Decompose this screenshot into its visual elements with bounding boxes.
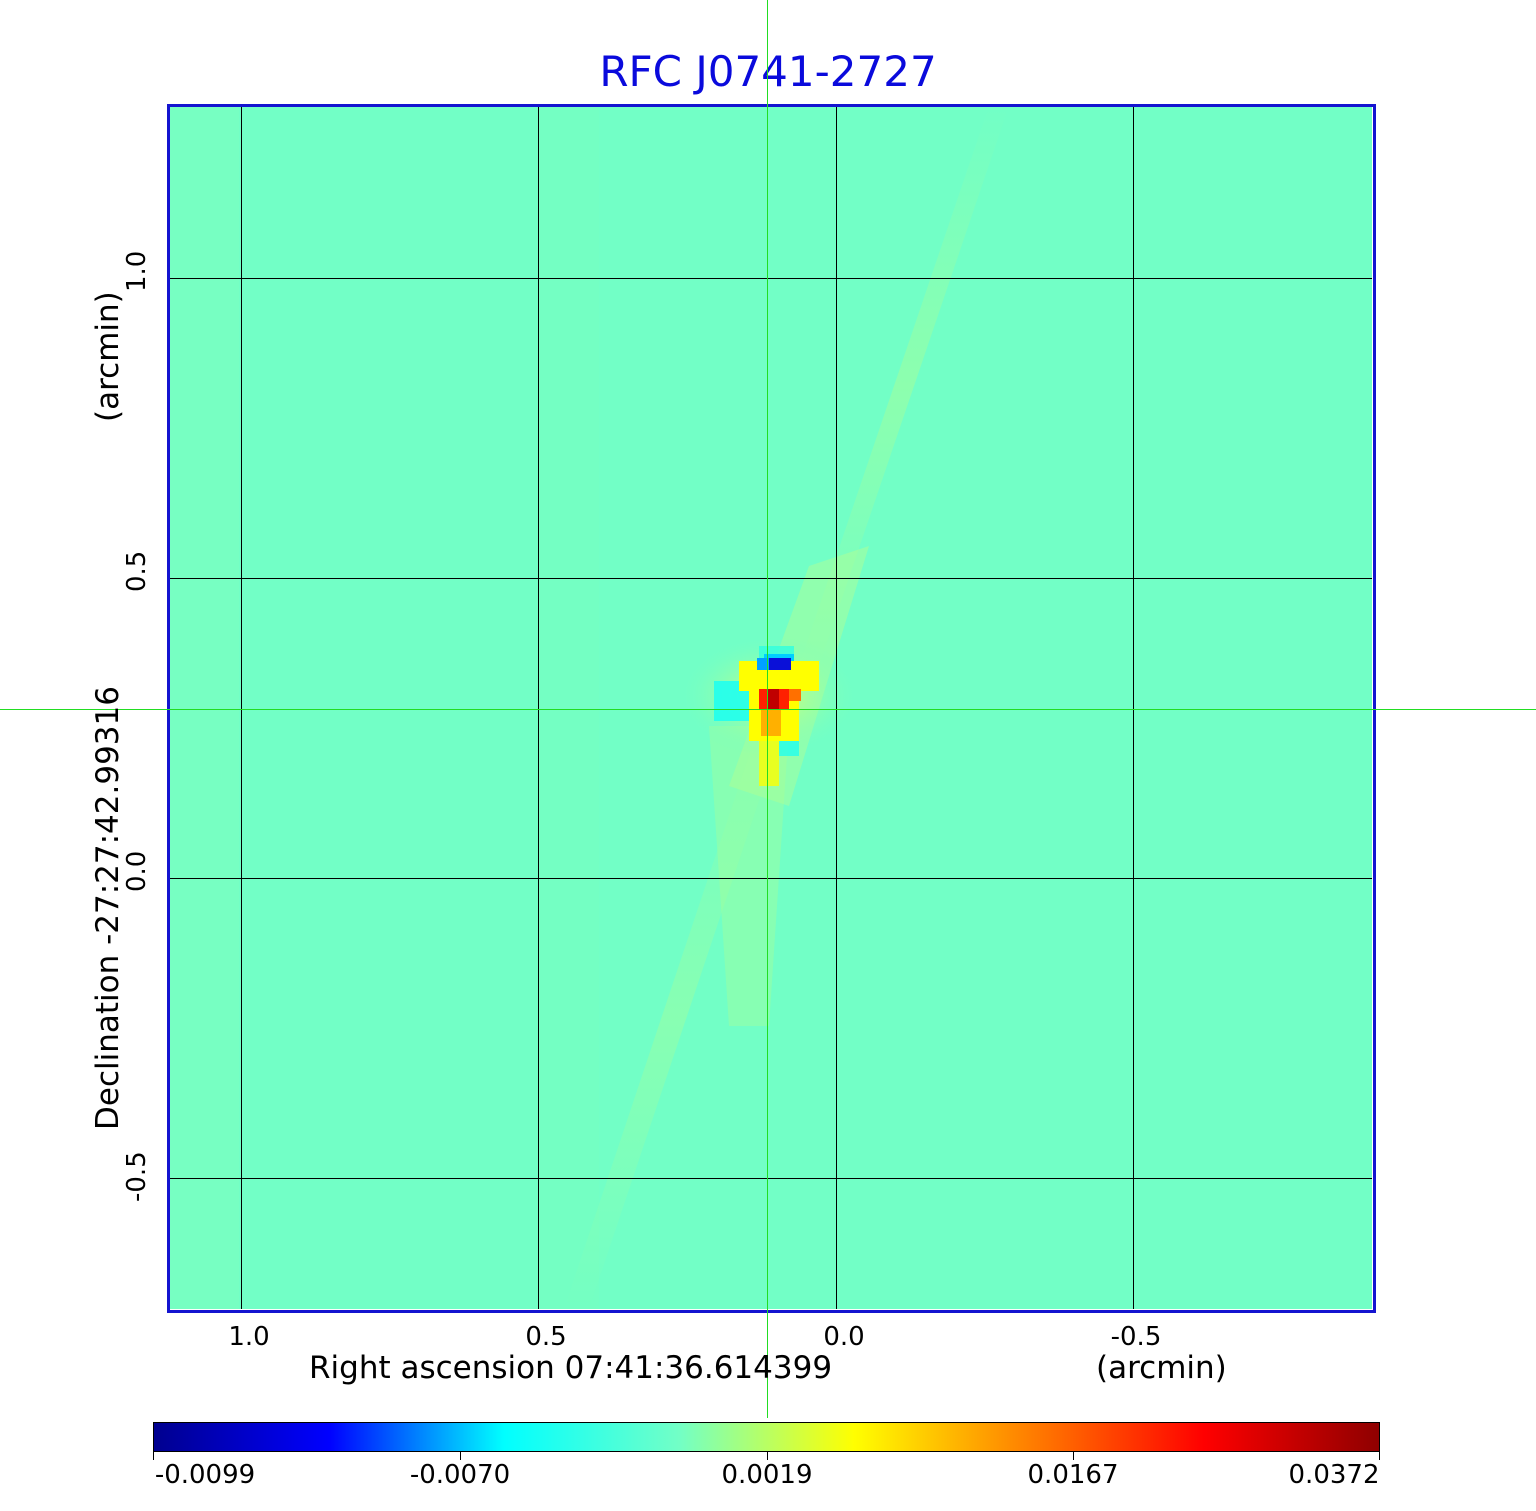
x-tick-label: 1.0 xyxy=(228,1322,270,1352)
y-tick-label: 0.0 xyxy=(122,850,152,892)
x-tick-label: 0.5 xyxy=(525,1322,567,1352)
grid-line-x-0p0 xyxy=(836,106,837,1309)
sidelobe-streak-sw xyxy=(564,726,784,1309)
colorbar-tick xyxy=(460,1452,461,1460)
colorbar-tick xyxy=(1379,1452,1380,1460)
x-axis-label: Right ascension 07:41:36.614399 xyxy=(309,1350,833,1386)
grid-line-x-m0p5 xyxy=(1133,106,1134,1309)
y-tick-label: 1.0 xyxy=(122,250,152,292)
colorbar-tick-label: 0.0372 xyxy=(1288,1460,1380,1490)
colorbar-tick-label: 0.0019 xyxy=(721,1460,813,1490)
grid-line-x-1p0 xyxy=(241,106,242,1309)
y-axis-label: Declination -27:27:42.99316 xyxy=(90,686,126,1130)
grid-line-y-1p0 xyxy=(169,278,1372,279)
x-tick-label: 0.0 xyxy=(823,1322,865,1352)
grid-line-y-0p5 xyxy=(169,578,1372,579)
grid-line-x-0p5 xyxy=(538,106,539,1309)
colorbar-tick xyxy=(153,1452,154,1460)
colorbar xyxy=(153,1422,1380,1452)
sidelobe-streak-ne xyxy=(799,106,1009,666)
colorbar-tick xyxy=(767,1452,768,1460)
colorbar-tick xyxy=(1073,1452,1074,1460)
y-tick-label: -0.5 xyxy=(122,1151,152,1202)
y-tick-label: 0.5 xyxy=(122,550,152,592)
map-title: RFC J0741-2727 xyxy=(599,47,937,96)
negative-spot xyxy=(769,658,791,670)
x-tick-label: -0.5 xyxy=(1110,1322,1162,1352)
radio-map-svg xyxy=(169,106,1372,1309)
radio-map-image[interactable] xyxy=(169,106,1372,1309)
colorbar-tick-label: -0.0070 xyxy=(409,1460,511,1490)
grid-line-y-m0p5 xyxy=(169,1178,1372,1179)
grid-line-y-0p0 xyxy=(169,878,1372,879)
crosshair-horizontal[interactable] xyxy=(0,709,1536,710)
colorbar-tick-label: 0.0167 xyxy=(1027,1460,1119,1490)
x-axis-unit: (arcmin) xyxy=(1096,1350,1227,1386)
colorbar-tick-label: -0.0099 xyxy=(154,1460,256,1490)
y-axis-unit: (arcmin) xyxy=(90,291,126,422)
